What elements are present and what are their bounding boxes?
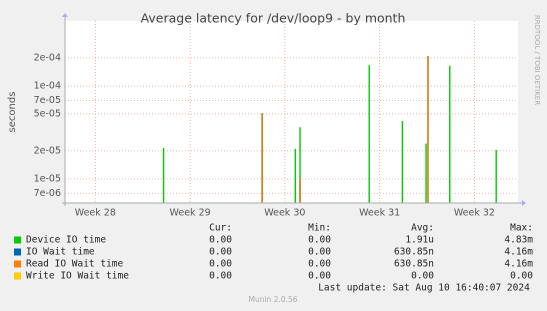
legend-label: IO Wait time <box>26 247 95 258</box>
legend-value: 0.00 <box>308 271 331 282</box>
y-tick-label: 7e-05 <box>34 95 61 106</box>
legend-swatch <box>14 260 21 268</box>
footer: Munin 2.0.56 <box>248 295 297 304</box>
legend-value: 0.00 <box>308 235 331 246</box>
last-update: Last update: Sat Aug 10 16:40:07 2024 <box>318 283 530 294</box>
chart-title: Average latency for /dev/loop9 - by mont… <box>141 11 406 26</box>
legend-value: 630.85n <box>394 247 434 258</box>
x-tick-label: Week 29 <box>170 208 211 219</box>
legend-label: Read IO Wait time <box>26 259 124 270</box>
legend-header: Min: <box>308 223 331 234</box>
y-axis-label: seconds <box>7 92 18 133</box>
legend-header: Avg: <box>411 223 434 234</box>
x-tick-label: Week 32 <box>454 208 495 219</box>
legend-value: 0.00 <box>510 271 533 282</box>
legend-swatch <box>14 236 21 244</box>
y-tick-label: 1e-04 <box>34 80 61 91</box>
legend-value: 4.83m <box>504 235 533 246</box>
x-axis-arrow <box>522 200 526 206</box>
legend-value: 1.91u <box>405 235 434 246</box>
legend-label: Write IO Wait time <box>26 271 129 282</box>
plot-area <box>65 21 518 203</box>
y-axis-arrow <box>62 13 68 17</box>
legend-value: 4.16m <box>504 247 533 258</box>
y-tick-label: 5e-05 <box>34 108 61 119</box>
legend-value: 0.00 <box>209 259 232 270</box>
x-tick-label: Week 31 <box>359 208 400 219</box>
legend-swatch <box>14 248 21 256</box>
legend-value: 0.00 <box>209 235 232 246</box>
x-tick-label: Week 28 <box>75 208 116 219</box>
y-tick-label: 7e-06 <box>34 188 61 199</box>
legend-label: Device IO time <box>26 235 106 246</box>
legend-header: Max: <box>510 223 533 234</box>
legend-value: 0.00 <box>209 247 232 258</box>
legend-value: 630.85n <box>394 259 434 270</box>
y-tick-label: 2e-05 <box>34 145 61 156</box>
legend-value: 4.16m <box>504 259 533 270</box>
legend-header: Cur: <box>209 223 232 234</box>
legend-value: 0.00 <box>209 271 232 282</box>
side-text: RRDTOOL / TOBI OETIKER <box>533 15 541 105</box>
legend-swatch <box>14 272 21 280</box>
x-tick-label: Week 30 <box>264 208 305 219</box>
legend-value: 0.00 <box>308 259 331 270</box>
legend-value: 0.00 <box>308 247 331 258</box>
y-tick-label: 1e-05 <box>34 173 61 184</box>
y-tick-label: 2e-04 <box>34 52 61 63</box>
legend-value: 0.00 <box>411 271 434 282</box>
